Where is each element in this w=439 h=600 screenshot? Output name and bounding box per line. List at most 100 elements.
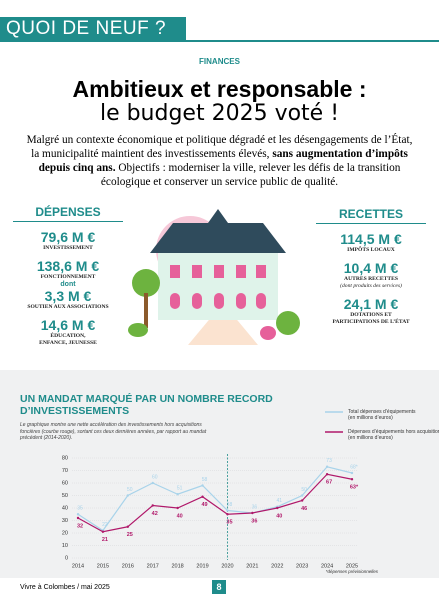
label: FONCTIONNEMENT [40, 274, 96, 280]
y-tick-label: 60 [62, 480, 68, 486]
value-label: 67 [326, 480, 332, 486]
point [325, 473, 329, 476]
point [76, 513, 80, 516]
x-tick-label: 2019 [196, 563, 208, 569]
value-label: 58 [202, 477, 208, 483]
amount: 24,1 M € [343, 296, 399, 312]
intro: Malgré un contexte économique et politiq… [22, 133, 417, 189]
legend-label: Dépenses d’équipements hors acquisitions… [348, 429, 439, 441]
x-tick-label: 2022 [271, 563, 283, 569]
value-label: 35 [226, 520, 232, 526]
point [276, 506, 279, 510]
y-tick-label: 20 [62, 530, 68, 536]
amount: 114,5 M € [340, 231, 402, 247]
point [151, 481, 154, 485]
intro-text: Malgré un contexte économique et politiq… [26, 134, 413, 160]
value-label: 35 [77, 506, 83, 512]
illustration [128, 209, 300, 345]
point [300, 494, 304, 497]
amount: 3,3 M € [44, 288, 92, 304]
amount: 138,6 M € [36, 258, 100, 274]
point [201, 484, 204, 487]
value-label: 73 [326, 458, 332, 464]
title: le budget 2025 voté ! [99, 101, 340, 126]
label: DOTATIONS ET PARTICIPATIONS DE L’ÉTAT [332, 312, 410, 325]
legend-label: Total dépenses d’équipements (en millions… [348, 409, 416, 421]
value-label: 36 [252, 504, 258, 510]
recettes-title: RECETTES [316, 207, 426, 224]
value-label: 50 [127, 487, 133, 493]
title: Ambitieux et responsable : [72, 76, 367, 102]
value-label: 38 [227, 502, 233, 508]
x-tick-label: 2023 [296, 563, 308, 569]
y-tick-label: 40 [62, 505, 68, 511]
point [101, 530, 105, 533]
value-label: 41 [276, 498, 282, 504]
intro-text: Objectifs : moderniser la ville, relever… [100, 162, 401, 188]
point [350, 471, 354, 475]
x-tick-label: 2014 [72, 563, 84, 569]
dont: dont [60, 281, 76, 288]
x-tick-label: 2024 [321, 563, 333, 569]
value-label: 21 [102, 537, 108, 543]
chart-panel [0, 370, 439, 578]
point [126, 494, 130, 497]
point [201, 495, 204, 498]
point [176, 506, 179, 510]
x-tick-label: 2016 [122, 563, 134, 569]
y-tick-label: 70 [62, 468, 68, 474]
series-line [77, 466, 353, 532]
y-tick-label: 80 [62, 455, 68, 461]
header-title: QUOI DE NEUF ? [6, 18, 167, 39]
point [226, 509, 229, 512]
recettes: RECETTES 114,5 M € IMPÔTS LOCAUX 10,4 M … [316, 207, 426, 326]
section: FINANCES [199, 57, 240, 66]
point [126, 525, 130, 528]
value-label: 36 [251, 518, 257, 524]
point [251, 511, 254, 515]
value-label: 40 [177, 513, 183, 519]
page-number: 8 [212, 580, 226, 594]
value-label: 22 [102, 522, 108, 528]
point [350, 478, 354, 481]
value-label: 63* [350, 485, 359, 491]
header-rule [0, 40, 439, 42]
chart-note: *dépenses prévisionnelles [326, 569, 379, 574]
y-tick-label: 50 [62, 493, 68, 499]
footer-left: Vivre à Colombes / mai 2025 [20, 584, 110, 591]
point [226, 513, 229, 516]
series-line [77, 473, 353, 533]
value-label: 49 [201, 502, 207, 508]
y-tick-label: 10 [62, 543, 68, 549]
label: IMPÔTS LOCAUX [347, 247, 395, 253]
value-label: 60 [152, 474, 158, 480]
point [300, 499, 304, 502]
amount: 14,6 M € [40, 317, 96, 333]
value-label: 68* [350, 464, 358, 470]
x-tick-label: 2025 [346, 563, 358, 569]
point [325, 465, 329, 468]
value-label: 32 [77, 523, 83, 529]
x-tick-label: 2018 [172, 563, 184, 569]
value-label: 50 [301, 487, 307, 493]
value-label: 42 [152, 511, 158, 517]
chart-subtitle: Le graphique montre une nette accélérati… [20, 422, 207, 441]
y-tick-label: 0 [65, 555, 68, 561]
header-band [0, 17, 186, 41]
value-label: 40 [276, 513, 282, 519]
label-note: (dont produits des services) [340, 283, 402, 289]
label: AUTRES RECETTES [344, 276, 398, 282]
point [151, 504, 154, 507]
label: ÉDUCATION, ENFANCE, JEUNESSE [39, 333, 97, 346]
amount: 10,4 M € [343, 260, 399, 276]
depenses: DÉPENSES 79,6 M € INVESTISSEMENT 138,6 M… [13, 205, 123, 347]
label: INVESTISSEMENT [43, 245, 93, 251]
value-label: 46 [301, 506, 307, 512]
depenses-title: DÉPENSES [13, 205, 123, 222]
x-tick-label: 2017 [147, 563, 159, 569]
amount: 79,6 M € [40, 229, 96, 245]
point [176, 493, 179, 496]
label: SOUTIEN AUX ASSOCIATIONS [27, 304, 109, 310]
chart-title: UN MANDAT MARQUÉ PAR UN NOMBRE RECORD D’… [20, 393, 273, 417]
value-label: 51 [177, 486, 183, 492]
